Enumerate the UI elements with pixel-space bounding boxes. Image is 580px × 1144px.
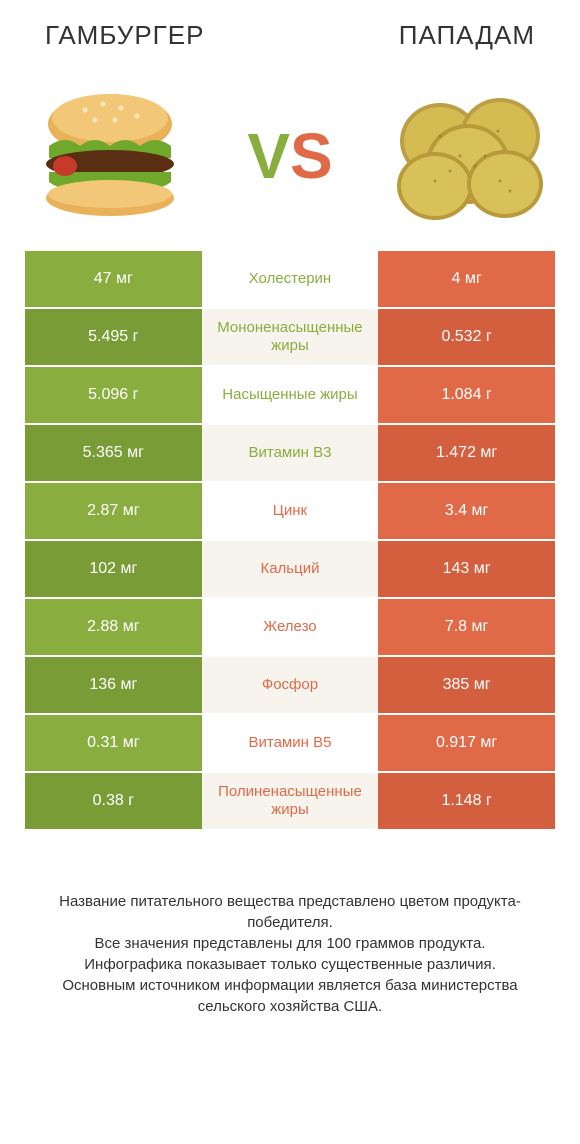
table-row: 136 мгФосфор385 мг xyxy=(25,657,555,713)
nutrient-label: Витамин B5 xyxy=(202,715,379,771)
nutrient-label: Кальций xyxy=(202,541,379,597)
footer-line: Все значения представлены для 100 граммо… xyxy=(30,933,550,954)
table-row: 2.88 мгЖелезо7.8 мг xyxy=(25,599,555,655)
footer-line: Инфографика показывает только существенн… xyxy=(30,954,550,975)
nutrient-label: Полиненасыщенные жиры xyxy=(202,773,379,829)
table-row: 0.38 гПолиненасыщенные жиры1.148 г xyxy=(25,773,555,829)
value-right: 143 мг xyxy=(378,541,555,597)
nutrient-label: Железо xyxy=(202,599,379,655)
footer-line: Название питательного вещества представл… xyxy=(30,891,550,933)
footer-line: Основным источником информации является … xyxy=(30,975,550,1017)
value-right: 4 мг xyxy=(378,251,555,307)
value-left: 2.88 мг xyxy=(25,599,202,655)
value-left: 2.87 мг xyxy=(25,483,202,539)
value-right: 3.4 мг xyxy=(378,483,555,539)
value-left: 5.495 г xyxy=(25,309,202,365)
hero-row: VS xyxy=(25,71,555,251)
value-right: 0.917 мг xyxy=(378,715,555,771)
table-row: 0.31 мгВитамин B50.917 мг xyxy=(25,715,555,771)
value-left: 102 мг xyxy=(25,541,202,597)
table-row: 47 мгХолестерин4 мг xyxy=(25,251,555,307)
vs-v: V xyxy=(247,120,290,192)
nutrient-label: Фосфор xyxy=(202,657,379,713)
table-row: 5.495 гМононенасыщенные жиры0.532 г xyxy=(25,309,555,365)
nutrient-label: Витамин B3 xyxy=(202,425,379,481)
value-left: 0.31 мг xyxy=(25,715,202,771)
value-left: 136 мг xyxy=(25,657,202,713)
vs-label: VS xyxy=(247,119,332,193)
nutrient-label: Холестерин xyxy=(202,251,379,307)
nutrient-label: Насыщенные жиры xyxy=(202,367,379,423)
hamburger-icon xyxy=(25,81,195,231)
footer-text: Название питательного вещества представл… xyxy=(25,891,555,1017)
value-right: 0.532 г xyxy=(378,309,555,365)
table-row: 2.87 мгЦинк3.4 мг xyxy=(25,483,555,539)
value-left: 0.38 г xyxy=(25,773,202,829)
vs-s: S xyxy=(290,120,333,192)
title-right: ПАПАДАМ xyxy=(399,20,535,51)
nutrient-table: 47 мгХолестерин4 мг5.495 гМононенасыщенн… xyxy=(25,251,555,831)
value-right: 1.084 г xyxy=(378,367,555,423)
value-right: 1.472 мг xyxy=(378,425,555,481)
table-row: 5.096 гНасыщенные жиры1.084 г xyxy=(25,367,555,423)
titles-row: ГАМБУРГЕР ПАПАДАМ xyxy=(25,20,555,71)
table-row: 5.365 мгВитамин B31.472 мг xyxy=(25,425,555,481)
table-row: 102 мгКальций143 мг xyxy=(25,541,555,597)
title-left: ГАМБУРГЕР xyxy=(45,20,204,51)
value-right: 1.148 г xyxy=(378,773,555,829)
value-left: 47 мг xyxy=(25,251,202,307)
nutrient-label: Мононенасыщенные жиры xyxy=(202,309,379,365)
value-left: 5.096 г xyxy=(25,367,202,423)
nutrient-label: Цинк xyxy=(202,483,379,539)
value-right: 7.8 мг xyxy=(378,599,555,655)
value-right: 385 мг xyxy=(378,657,555,713)
value-left: 5.365 мг xyxy=(25,425,202,481)
papadam-icon xyxy=(385,81,555,231)
